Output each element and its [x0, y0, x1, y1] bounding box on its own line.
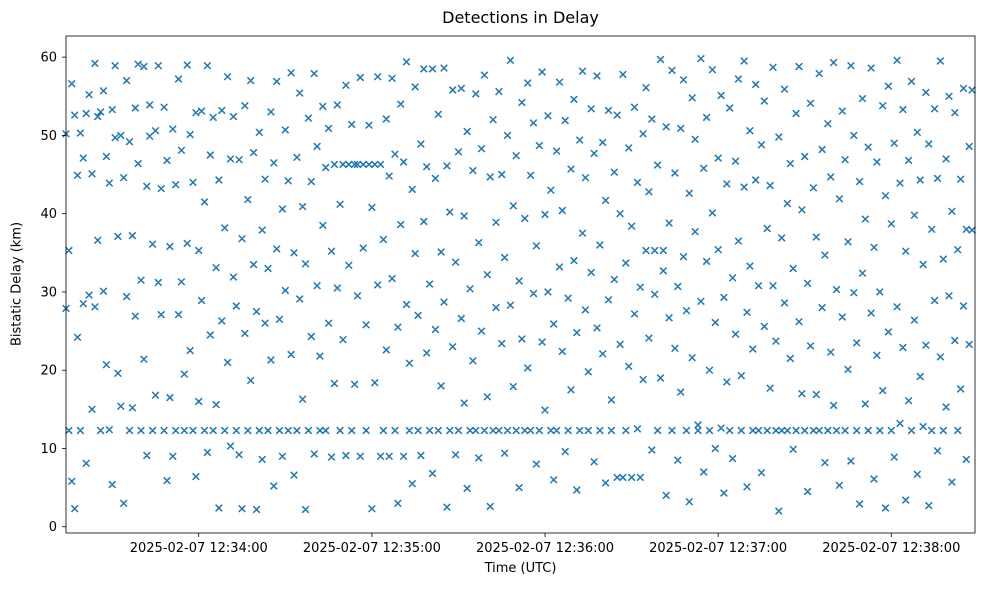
y-tick-label: 50 [40, 129, 57, 144]
x-tick-label: 2025-02-07 12:37:00 [649, 541, 787, 556]
y-tick-label: 30 [40, 285, 57, 300]
x-axis-label: Time (UTC) [484, 561, 557, 576]
y-tick-label: 20 [40, 364, 57, 379]
x-tick-label: 2025-02-07 12:38:00 [822, 541, 960, 556]
y-axis-label: Bistatic Delay (km) [9, 221, 25, 347]
scatter-markers [62, 54, 976, 515]
y-tick-label: 60 [40, 51, 57, 66]
x-tick-label: 2025-02-07 12:36:00 [476, 541, 614, 556]
x-tick-label: 2025-02-07 12:34:00 [130, 541, 268, 556]
x-tick-label: 2025-02-07 12:35:00 [303, 541, 441, 556]
y-tick-label: 10 [40, 442, 57, 457]
y-tick-label: 0 [49, 520, 57, 535]
y-tick-label: 40 [40, 207, 57, 222]
chart-title: Detections in Delay [442, 8, 599, 27]
axes-spines [65, 35, 976, 534]
